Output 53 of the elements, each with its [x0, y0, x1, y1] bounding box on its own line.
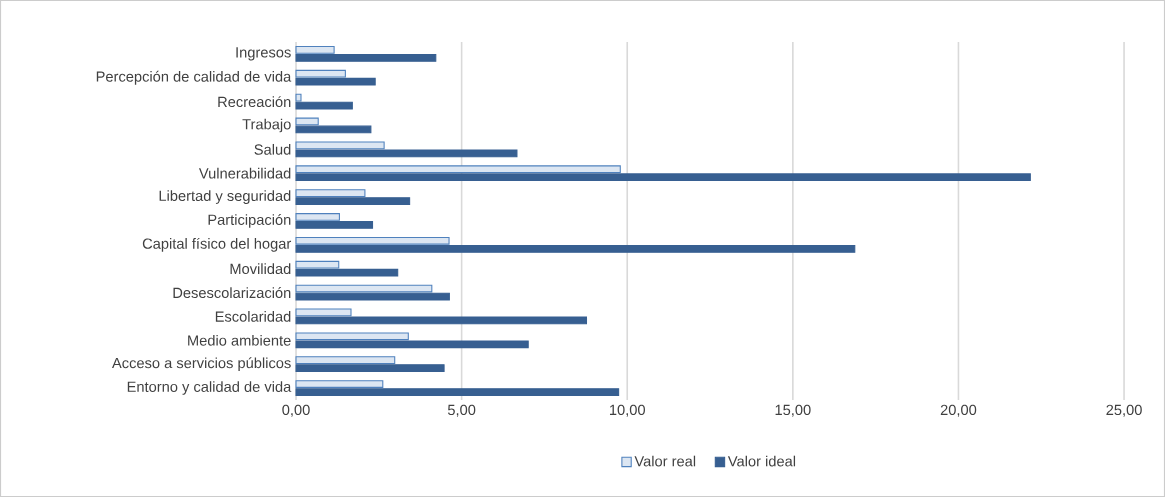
y-tick-label: Libertad y seguridad	[159, 190, 291, 204]
bar	[295, 292, 450, 301]
bar	[295, 340, 529, 349]
legend-label: Valor real	[634, 455, 696, 467]
bar	[295, 165, 621, 174]
y-tick-label: Capital físico del hogar	[142, 237, 292, 252]
y-tick-label: Vulnerabilidad	[198, 167, 291, 179]
y-tick-label: Trabajo	[242, 118, 291, 133]
y-tick-label: Movilidad	[230, 263, 291, 275]
x-tick-label: 25,00	[1106, 404, 1142, 417]
bar	[295, 316, 588, 325]
x-tick-label: 10,00	[609, 404, 645, 417]
bar	[295, 213, 340, 221]
y-tick-label: Percepción de calidad de vida	[96, 70, 292, 85]
y-tick-label: Medio ambiente	[188, 334, 291, 346]
bar	[295, 54, 437, 62]
x-tick-label: 5,00	[447, 404, 476, 417]
x-tick-label: 15,00	[775, 404, 811, 417]
y-tick-label: Entorno y calidad de vida	[127, 381, 292, 395]
y-tick-label: Ingresos	[236, 47, 291, 61]
bar	[295, 268, 399, 277]
x-tick-label: 20,00	[940, 404, 977, 417]
y-tick-label: Acceso a servicios públicos	[111, 357, 291, 372]
bar	[295, 125, 372, 134]
bar	[295, 93, 302, 102]
bar	[295, 173, 1031, 182]
y-tick-label: Recreación	[218, 96, 291, 108]
y-tick-label: Desescolarización	[173, 287, 291, 299]
bar	[295, 197, 411, 205]
bar	[295, 308, 352, 317]
bar	[295, 260, 340, 269]
bar	[295, 141, 385, 150]
y-tick-label: Escolaridad	[215, 311, 291, 322]
bar	[295, 149, 518, 158]
bar	[295, 236, 450, 245]
bar	[295, 364, 445, 373]
bar	[295, 380, 384, 388]
bar	[295, 46, 335, 54]
bar	[295, 244, 856, 253]
bar	[295, 284, 433, 293]
bar	[295, 69, 346, 78]
bar	[295, 332, 409, 341]
bar	[295, 189, 366, 197]
bar	[295, 117, 319, 126]
bar	[295, 101, 353, 110]
y-tick-label: Salud	[254, 143, 291, 155]
bar	[295, 388, 620, 396]
bar	[295, 221, 374, 229]
x-tick-label: 0,00	[282, 404, 310, 417]
bar	[295, 77, 376, 86]
legend-label: Valor ideal	[727, 455, 796, 467]
y-tick-label: Participación	[208, 214, 291, 228]
bar	[295, 356, 396, 365]
